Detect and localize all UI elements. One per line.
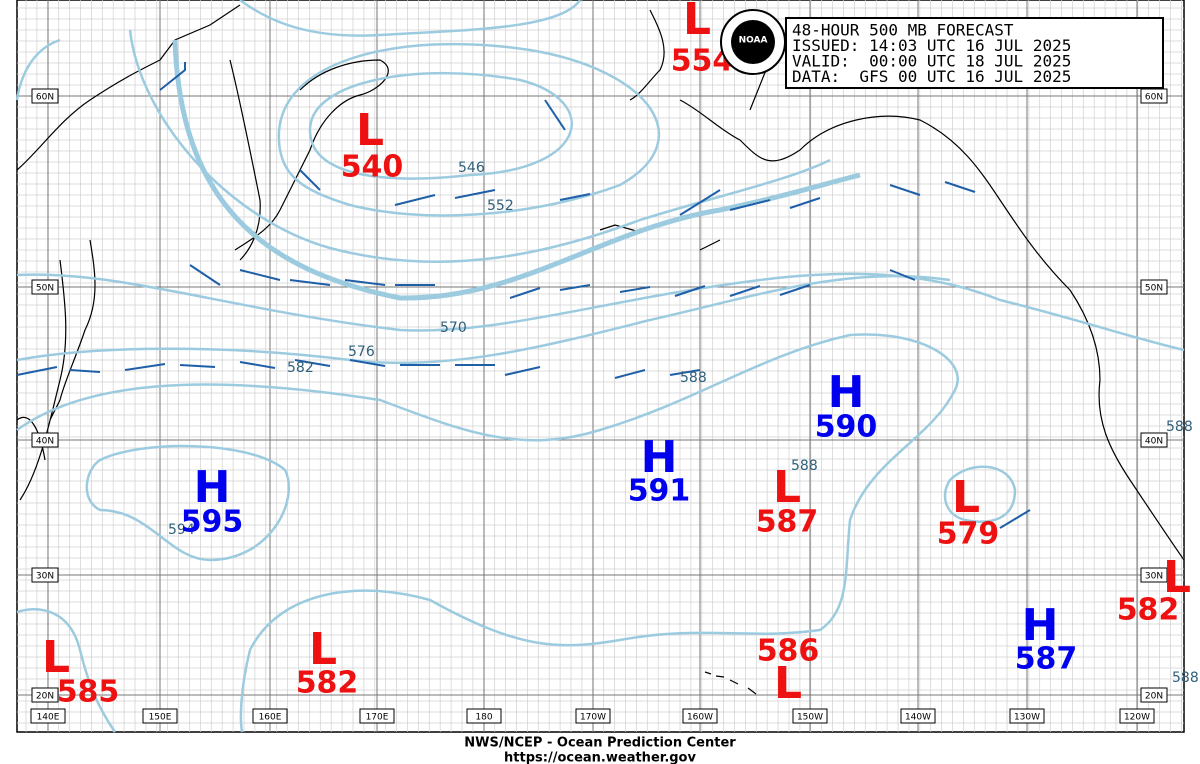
- logo-text: NOAA: [739, 36, 768, 46]
- lon-label-box: [359, 708, 395, 724]
- center-value: 586: [757, 634, 820, 669]
- wind-barbs: [16, 62, 1031, 529]
- hawaii: [704, 671, 757, 695]
- info-line: VALID: 00:00 UTC 18 JUL 2025: [792, 52, 1071, 71]
- lon-label: 140E: [37, 713, 60, 723]
- lat-label: 50N: [36, 284, 54, 294]
- center-letter: L: [683, 0, 711, 45]
- lon-label-box: [466, 708, 502, 724]
- lon-label: 120W: [1124, 713, 1150, 723]
- lat-label: 60N: [36, 93, 54, 103]
- lat-label-box: [31, 279, 59, 295]
- center-value: 591: [628, 474, 691, 509]
- center-letter: L: [42, 632, 70, 683]
- center-value: 595: [181, 505, 244, 540]
- contour-label: 552: [487, 198, 514, 214]
- center-letter: L: [1163, 552, 1191, 603]
- contour-label: 588: [680, 370, 707, 386]
- lat-label: 30N: [36, 572, 54, 582]
- lat-label: 20N: [36, 692, 54, 702]
- asia-coast: [16, 4, 389, 501]
- lon-label-box: [142, 708, 178, 724]
- info-box: [720, 9, 1164, 89]
- lon-label-box: [1119, 708, 1155, 724]
- lat-label-box: [1140, 567, 1168, 583]
- contour-label: 588: [791, 458, 818, 474]
- labels: 60N 60N 50N 50N 40N 40N 30N 30N 20N 20N 140E 150E 16…: [30, 0, 1199, 724]
- center-letter: L: [774, 658, 802, 709]
- lon-label-box: [1009, 708, 1045, 724]
- center-letter: L: [952, 472, 980, 523]
- lat-label-box: [31, 432, 59, 448]
- lon-label: 140W: [905, 713, 931, 723]
- footer-line: NWS/NCEP - Ocean Prediction Center: [464, 736, 736, 751]
- contour-label: 576: [348, 344, 375, 360]
- footer-line: https://ocean.weather.gov: [504, 751, 696, 764]
- lat-label-box: [31, 567, 59, 583]
- info-line: ISSUED: 14:03 UTC 16 JUL 2025: [792, 36, 1071, 55]
- center-value: 582: [296, 666, 359, 701]
- contour-label: 546: [458, 160, 485, 176]
- center-letter: H: [641, 432, 678, 483]
- lat-label-box: [1140, 687, 1168, 703]
- center-value: 587: [756, 505, 819, 540]
- lon-label: 160W: [687, 713, 713, 723]
- lat-label: 40N: [36, 437, 54, 447]
- center-letter: L: [356, 105, 384, 156]
- lon-label-box: [900, 708, 936, 724]
- center-letter: L: [309, 624, 337, 675]
- center-value: 579: [937, 517, 1000, 552]
- lon-label: 170W: [580, 713, 606, 723]
- lat-label: 50N: [1145, 284, 1163, 294]
- na-coast: [599, 9, 1185, 561]
- contour-label: 570: [440, 320, 467, 336]
- center-letter: H: [194, 462, 231, 513]
- lon-label-box: [792, 708, 828, 724]
- lat-label-box: [31, 687, 59, 703]
- lat-label-box: [1140, 279, 1168, 295]
- lon-label: 150E: [149, 713, 172, 723]
- lon-label: 130W: [1014, 713, 1040, 723]
- center-value: 590: [815, 410, 878, 445]
- lon-label-box: [575, 708, 611, 724]
- contour-label: 588: [1166, 419, 1193, 435]
- center-value: 582: [1117, 593, 1180, 628]
- grid: [17, 0, 1184, 732]
- center-letter: H: [1022, 600, 1059, 651]
- contour-label: 594: [168, 522, 195, 538]
- lat-label: 40N: [1145, 437, 1163, 447]
- contours: [15, 0, 1185, 733]
- lon-label: 160E: [259, 713, 282, 723]
- contour-label: 588: [1172, 670, 1199, 686]
- lon-label: 180: [475, 713, 492, 723]
- center-value: 540: [341, 150, 404, 185]
- lat-label: 30N: [1145, 572, 1163, 582]
- lon-label: 150W: [797, 713, 823, 723]
- lon-label-box: [682, 708, 718, 724]
- center-value: 585: [57, 675, 120, 710]
- info-line: DATA: GFS 00 UTC 16 JUL 2025: [792, 67, 1071, 86]
- info-box-frame: [785, 17, 1164, 89]
- lat-label: 60N: [1145, 93, 1163, 103]
- lon-label: 170E: [366, 713, 389, 723]
- center-letter: H: [828, 367, 865, 418]
- center-letter: L: [773, 462, 801, 513]
- lat-label-box: [31, 88, 59, 104]
- coastlines: [16, 4, 1185, 695]
- contour-label: 582: [287, 360, 314, 376]
- lat-label: 20N: [1145, 692, 1163, 702]
- info-line: 48-HOUR 500 MB FORECAST: [792, 21, 1014, 40]
- center-value: 587: [1015, 642, 1078, 677]
- lon-label-box: [252, 708, 288, 724]
- lat-label-box: [1140, 432, 1168, 448]
- noaa-logo-inner: [731, 20, 775, 64]
- lon-label-box: [30, 708, 66, 724]
